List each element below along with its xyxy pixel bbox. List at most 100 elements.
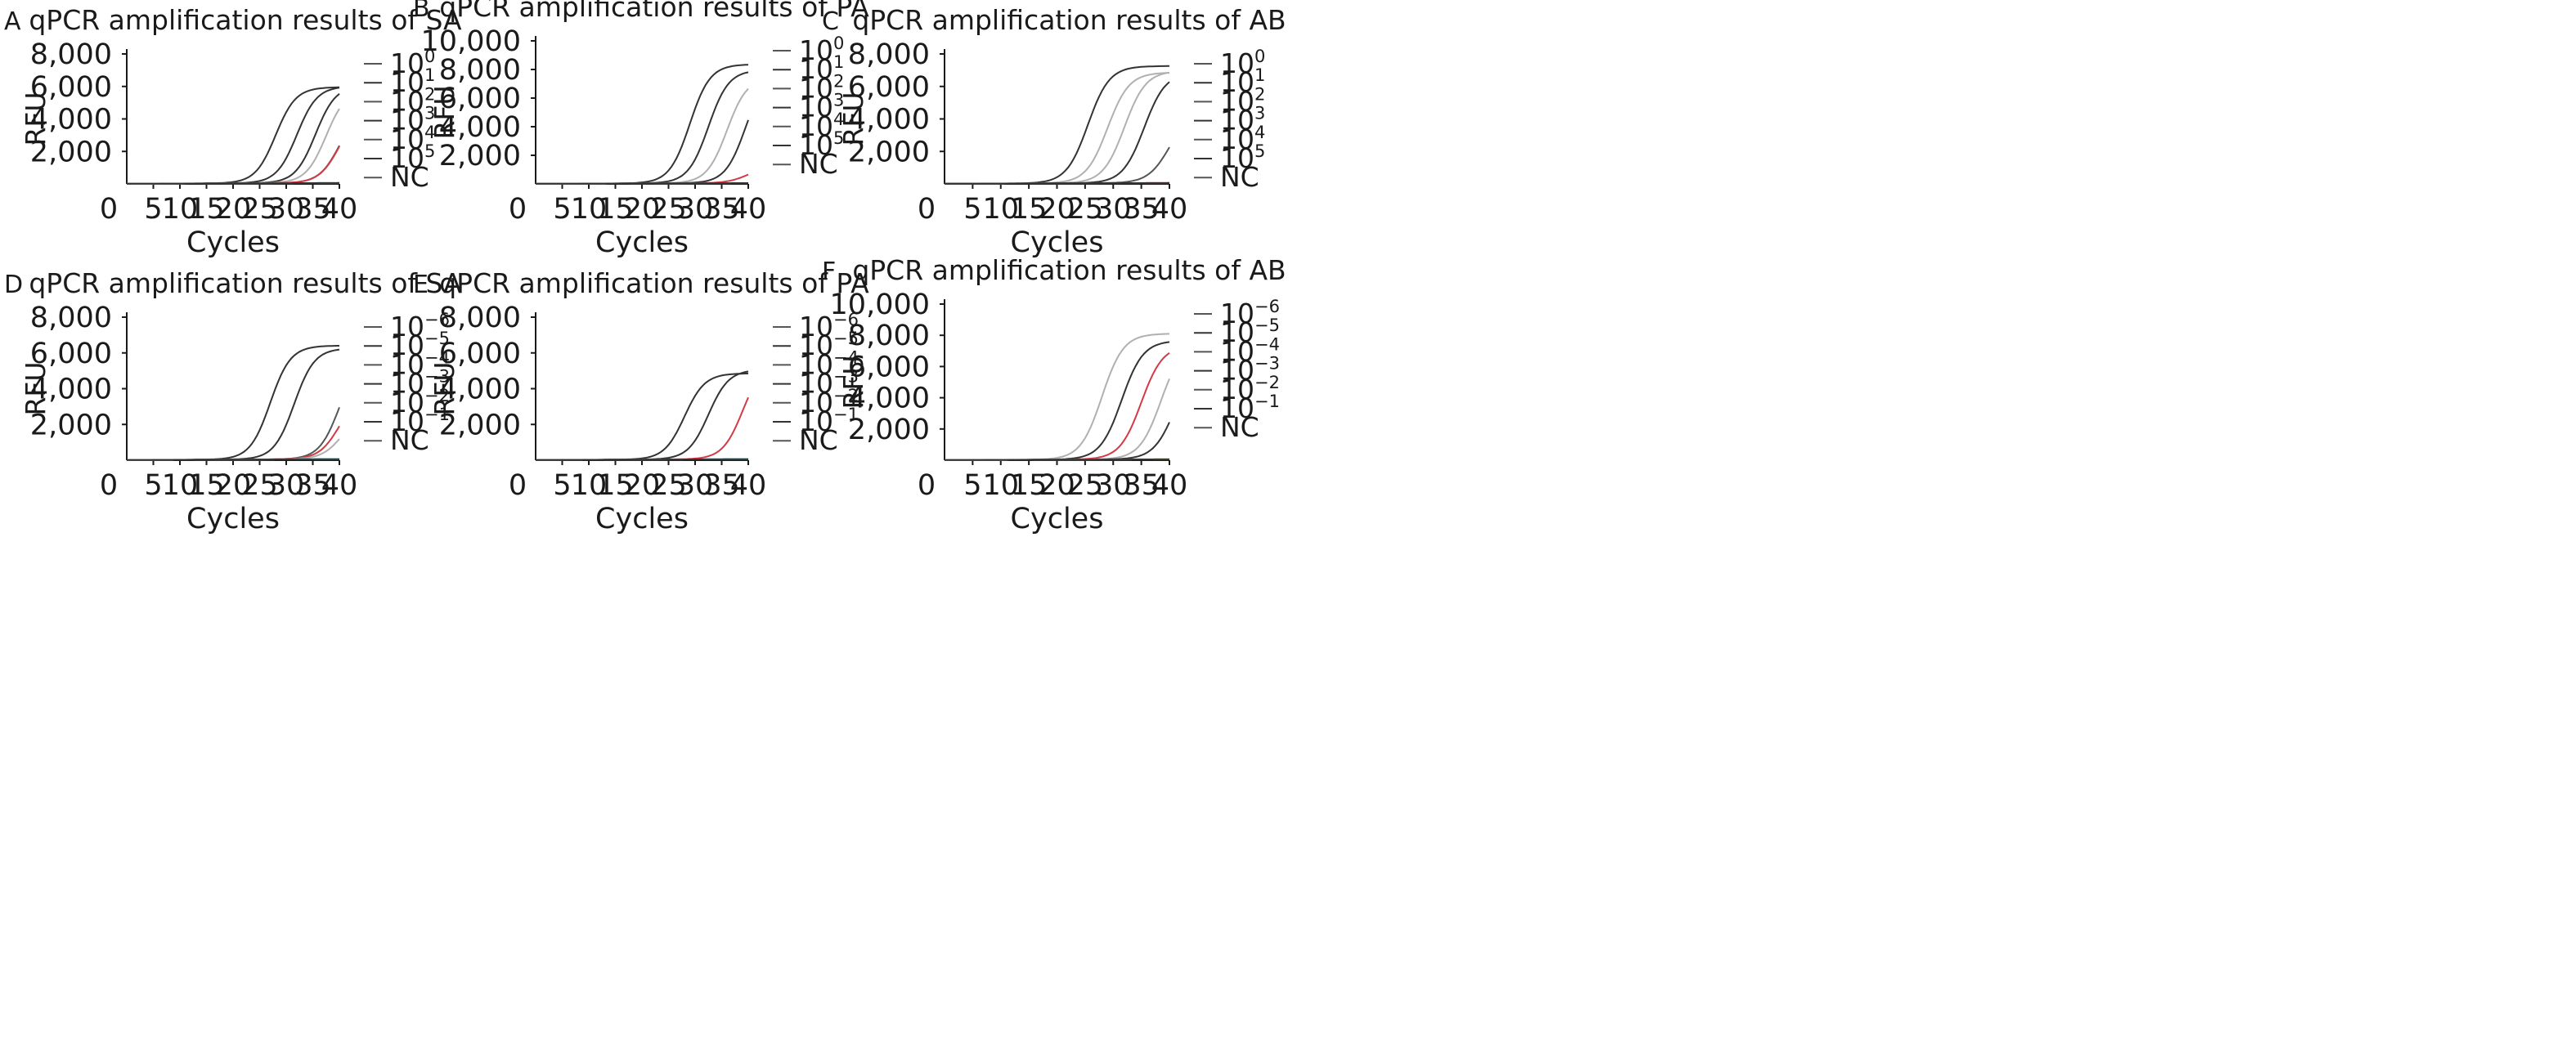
x-tick-label: 25 bbox=[241, 193, 278, 226]
x-tick-label: 35 bbox=[294, 469, 331, 502]
y-tick-label: 6,000 bbox=[848, 71, 930, 104]
series-line-6 bbox=[536, 182, 748, 185]
y-tick-label: 6,000 bbox=[848, 351, 930, 383]
x-tick-label: 40 bbox=[730, 469, 767, 502]
x-tick-label: 25 bbox=[241, 469, 278, 502]
panel-letter: C bbox=[822, 7, 839, 36]
legend-label: 10−4 bbox=[390, 347, 450, 380]
legend-label: 10−1 bbox=[799, 405, 859, 437]
y-tick-label: 4,000 bbox=[848, 104, 930, 137]
x-tick-label: 15 bbox=[188, 469, 225, 502]
series-line-3 bbox=[945, 378, 1170, 461]
series-line-2 bbox=[945, 71, 1170, 185]
x-axis-label: Cycles bbox=[595, 503, 689, 535]
legend-label: 103 bbox=[390, 104, 435, 137]
x-tick-label: 30 bbox=[268, 193, 305, 226]
series-line-4 bbox=[945, 146, 1170, 185]
x-tick-label: 15 bbox=[1011, 469, 1048, 502]
chart-title: qPCR amplification results of SA bbox=[29, 4, 462, 36]
x-tick-label: 5 bbox=[553, 469, 571, 502]
x-tick-label: 15 bbox=[597, 193, 634, 226]
legend-label: 105 bbox=[390, 141, 435, 174]
legend-label: 10−6 bbox=[390, 310, 450, 342]
x-tick-label: 40 bbox=[1151, 469, 1188, 502]
series-line-2 bbox=[945, 352, 1170, 461]
series-line-0 bbox=[945, 65, 1169, 185]
legend-label: 102 bbox=[1220, 84, 1265, 117]
legend-label: 10−6 bbox=[1220, 297, 1280, 329]
series-line-3 bbox=[127, 108, 340, 185]
y-axis-label: RFU bbox=[837, 355, 869, 409]
legend-label: 10−2 bbox=[390, 386, 450, 419]
y-tick-label: 10,000 bbox=[830, 289, 930, 321]
x-tick-label: 10 bbox=[982, 469, 1019, 502]
x-tick-label: 10 bbox=[982, 193, 1019, 226]
y-axis-label: RFU bbox=[429, 85, 460, 139]
chart-title: qPCR amplification results of PA bbox=[439, 0, 869, 23]
legend-label: 100 bbox=[1220, 47, 1265, 79]
y-tick-label: 2,000 bbox=[848, 136, 930, 168]
x-tick-label: 15 bbox=[597, 469, 634, 502]
series-line-2 bbox=[536, 87, 749, 185]
series-line-3 bbox=[536, 119, 749, 185]
y-axis-label: RFU bbox=[20, 92, 52, 145]
y-axis-label: RFU bbox=[837, 92, 869, 145]
x-tick-label: 20 bbox=[624, 469, 661, 502]
x-axis-label: Cycles bbox=[186, 226, 280, 259]
x-tick-label: 5 bbox=[144, 469, 162, 502]
x-axis-label: Cycles bbox=[595, 226, 689, 259]
x-tick-label: 20 bbox=[1039, 193, 1075, 226]
series-line-1 bbox=[127, 348, 340, 461]
y-tick-label: 2,000 bbox=[30, 136, 112, 168]
y-tick-label: 8,000 bbox=[30, 38, 112, 71]
y-tick-label: 8,000 bbox=[439, 302, 521, 334]
x-tick-label: 25 bbox=[650, 469, 687, 502]
y-tick-label: 2,000 bbox=[439, 409, 521, 441]
y-tick-label: 8,000 bbox=[439, 54, 521, 87]
x-tick-label: 0 bbox=[509, 193, 527, 226]
y-tick-label: 6,000 bbox=[30, 338, 112, 370]
x-tick-label: 35 bbox=[1123, 469, 1160, 502]
y-tick-label: 10,000 bbox=[421, 25, 521, 58]
x-tick-label: 0 bbox=[918, 469, 936, 502]
series-line-1 bbox=[945, 72, 1170, 185]
x-tick-label: 5 bbox=[963, 193, 981, 226]
legend-label: NC bbox=[390, 424, 429, 456]
x-tick-label: 5 bbox=[553, 193, 571, 226]
legend-label: 101 bbox=[799, 52, 844, 85]
series-line-0 bbox=[536, 64, 749, 185]
x-tick-label: 20 bbox=[1039, 469, 1075, 502]
series-line-2 bbox=[536, 396, 749, 461]
chart-title: qPCR amplification results of AB bbox=[852, 254, 1286, 286]
y-tick-label: 6,000 bbox=[439, 338, 521, 370]
x-tick-label: 0 bbox=[100, 469, 118, 502]
x-axis-label: Cycles bbox=[186, 503, 280, 535]
y-tick-label: 6,000 bbox=[30, 71, 112, 104]
x-tick-label: 5 bbox=[144, 193, 162, 226]
legend-label: 101 bbox=[390, 65, 435, 98]
chart-title: qPCR amplification results of AB bbox=[852, 4, 1286, 36]
series-line-6 bbox=[945, 181, 1170, 185]
x-tick-label: 40 bbox=[730, 193, 767, 226]
x-tick-label: 35 bbox=[294, 193, 331, 226]
series-line-2 bbox=[127, 406, 340, 461]
legend-label: 10−4 bbox=[799, 347, 859, 380]
series-line-4 bbox=[945, 422, 1170, 461]
legend-label: 104 bbox=[799, 110, 844, 142]
y-axis-label: RFU bbox=[429, 361, 460, 415]
y-tick-label: 4,000 bbox=[439, 374, 521, 406]
x-tick-label: 35 bbox=[703, 193, 740, 226]
x-tick-label: 30 bbox=[677, 469, 714, 502]
x-tick-label: 0 bbox=[100, 193, 118, 226]
x-tick-label: 30 bbox=[677, 193, 714, 226]
legend-label: NC bbox=[1220, 411, 1259, 443]
x-tick-label: 10 bbox=[162, 469, 199, 502]
legend-label: 10−5 bbox=[1220, 316, 1280, 348]
legend-label: 10−3 bbox=[390, 367, 450, 400]
legend-label: 10−5 bbox=[799, 329, 859, 361]
legend-label: 101 bbox=[1220, 65, 1265, 98]
